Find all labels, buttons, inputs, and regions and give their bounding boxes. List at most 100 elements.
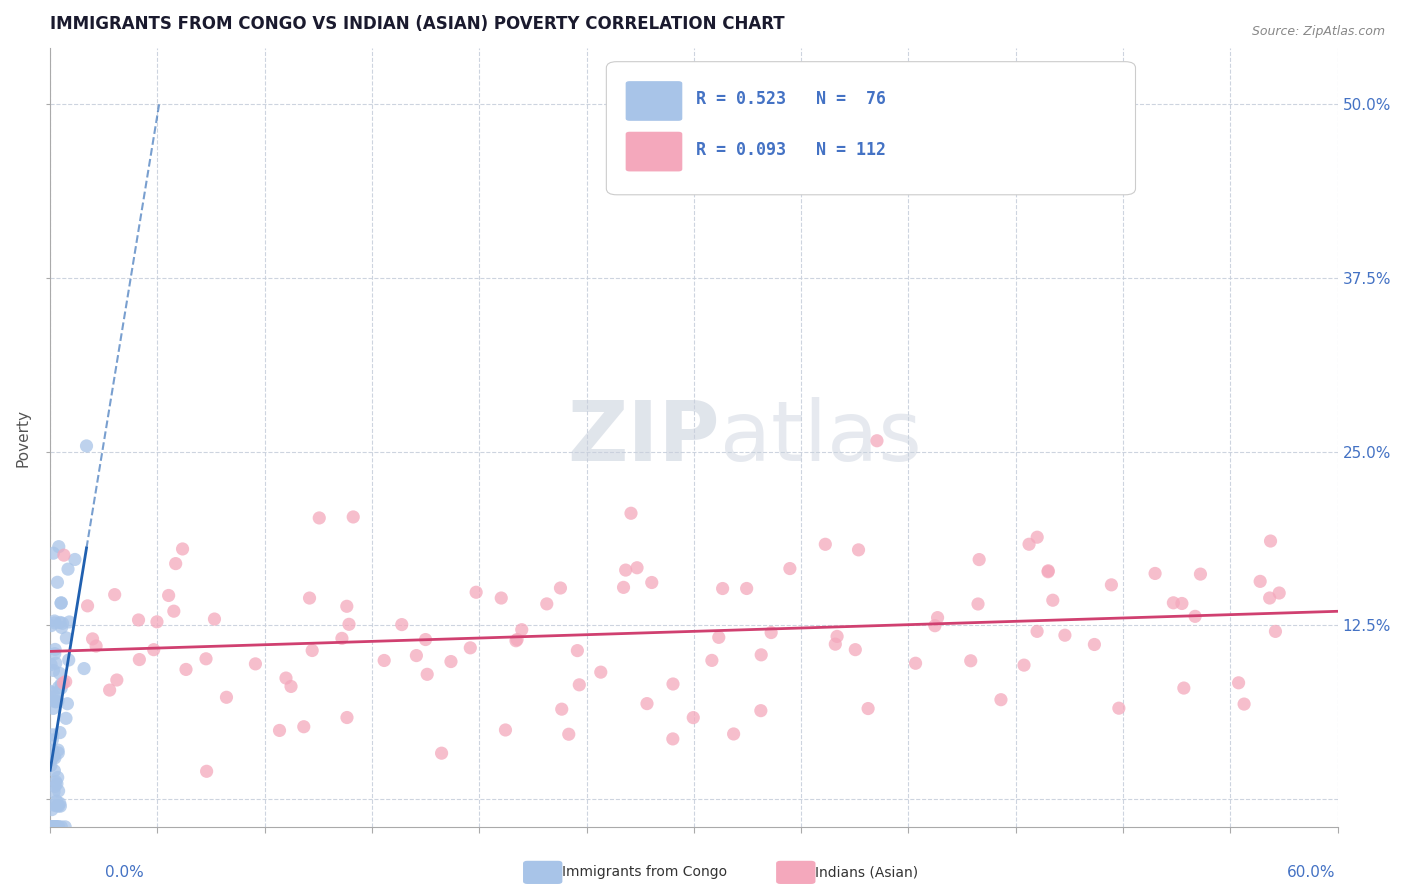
Point [49, 615, 72, 630]
Point [51, 596, 73, 610]
Point [614, 563, 637, 577]
Point [415, 632, 437, 647]
Point [76, 439, 98, 453]
Point [1268, 586, 1291, 600]
Point [48, 540, 70, 554]
Point [510, 623, 533, 637]
Point [55, 631, 77, 645]
Point [814, 537, 837, 551]
Point [42, 749, 65, 764]
Point [550, 581, 572, 595]
Text: Source: ZipAtlas.com: Source: ZipAtlas.com [1251, 25, 1385, 38]
Point [84, 639, 107, 653]
Point [44, 690, 66, 704]
Point [1249, 574, 1271, 589]
Point [63, 552, 86, 566]
Point [245, 657, 267, 671]
Point [924, 618, 946, 632]
Text: IMMIGRANTS FROM CONGO VS INDIAN (ASIAN) POVERTY CORRELATION CHART: IMMIGRANTS FROM CONGO VS INDIAN (ASIAN) … [51, 15, 785, 33]
Point [45, 820, 67, 834]
Point [336, 710, 359, 724]
Point [46, 746, 69, 760]
Point [612, 580, 634, 594]
Point [45, 695, 67, 709]
Point [491, 591, 513, 605]
Point [55, 674, 77, 689]
Point [45, 657, 67, 671]
Point [682, 710, 704, 724]
Point [536, 597, 558, 611]
Point [45, 794, 67, 808]
Point [39, 657, 62, 672]
Point [636, 697, 658, 711]
Point [51, 681, 73, 695]
Point [42, 797, 65, 812]
Point [76, 599, 98, 613]
Point [56, 562, 79, 576]
Point [49, 677, 72, 691]
Point [46, 820, 69, 834]
Point [824, 637, 846, 651]
Text: 60.0%: 60.0% [1288, 865, 1336, 880]
Point [44, 780, 66, 794]
Point [48, 681, 70, 695]
Point [44, 764, 66, 778]
Point [662, 677, 685, 691]
Point [49, 725, 72, 739]
Point [204, 612, 226, 626]
Point [51, 820, 73, 834]
Point [44, 615, 66, 630]
Point [41, 743, 63, 757]
Point [301, 643, 323, 657]
Point [172, 541, 194, 556]
Point [620, 506, 643, 520]
Point [46, 694, 69, 708]
Point [46, 575, 69, 590]
Point [1163, 596, 1185, 610]
Point [373, 653, 395, 667]
Point [1026, 530, 1049, 544]
Point [844, 642, 866, 657]
Point [330, 632, 353, 646]
Point [1144, 566, 1167, 581]
Point [45, 820, 67, 834]
Point [42, 749, 65, 764]
Point [42, 820, 65, 834]
Point [174, 662, 197, 676]
Point [39, 820, 62, 834]
Point [1108, 701, 1130, 715]
Point [48, 820, 70, 834]
Point [1227, 675, 1250, 690]
Point [52, 548, 75, 562]
Point [39, 753, 62, 767]
Point [568, 678, 591, 692]
Point [42, 820, 65, 834]
Text: R = 0.093   N = 112: R = 0.093 N = 112 [696, 141, 886, 159]
Point [51, 616, 73, 631]
Point [967, 597, 990, 611]
Text: R = 0.523   N =  76: R = 0.523 N = 76 [696, 90, 886, 108]
Point [700, 653, 723, 667]
Text: ZIP: ZIP [567, 397, 720, 478]
Point [163, 604, 186, 618]
Point [1026, 624, 1049, 639]
Point [495, 723, 517, 737]
Point [1012, 658, 1035, 673]
Point [128, 613, 150, 627]
Point [505, 633, 527, 648]
Point [51, 620, 73, 634]
Point [104, 588, 127, 602]
Point [848, 542, 870, 557]
Point [1099, 578, 1122, 592]
Y-axis label: Poverty: Poverty [15, 409, 30, 467]
Point [280, 680, 302, 694]
Point [336, 599, 359, 614]
Point [58, 653, 80, 667]
Point [42, 785, 65, 799]
Point [45, 820, 67, 834]
Point [1053, 628, 1076, 642]
Point [49, 799, 72, 814]
Point [1038, 564, 1060, 578]
Point [46, 799, 69, 814]
Point [274, 671, 297, 685]
